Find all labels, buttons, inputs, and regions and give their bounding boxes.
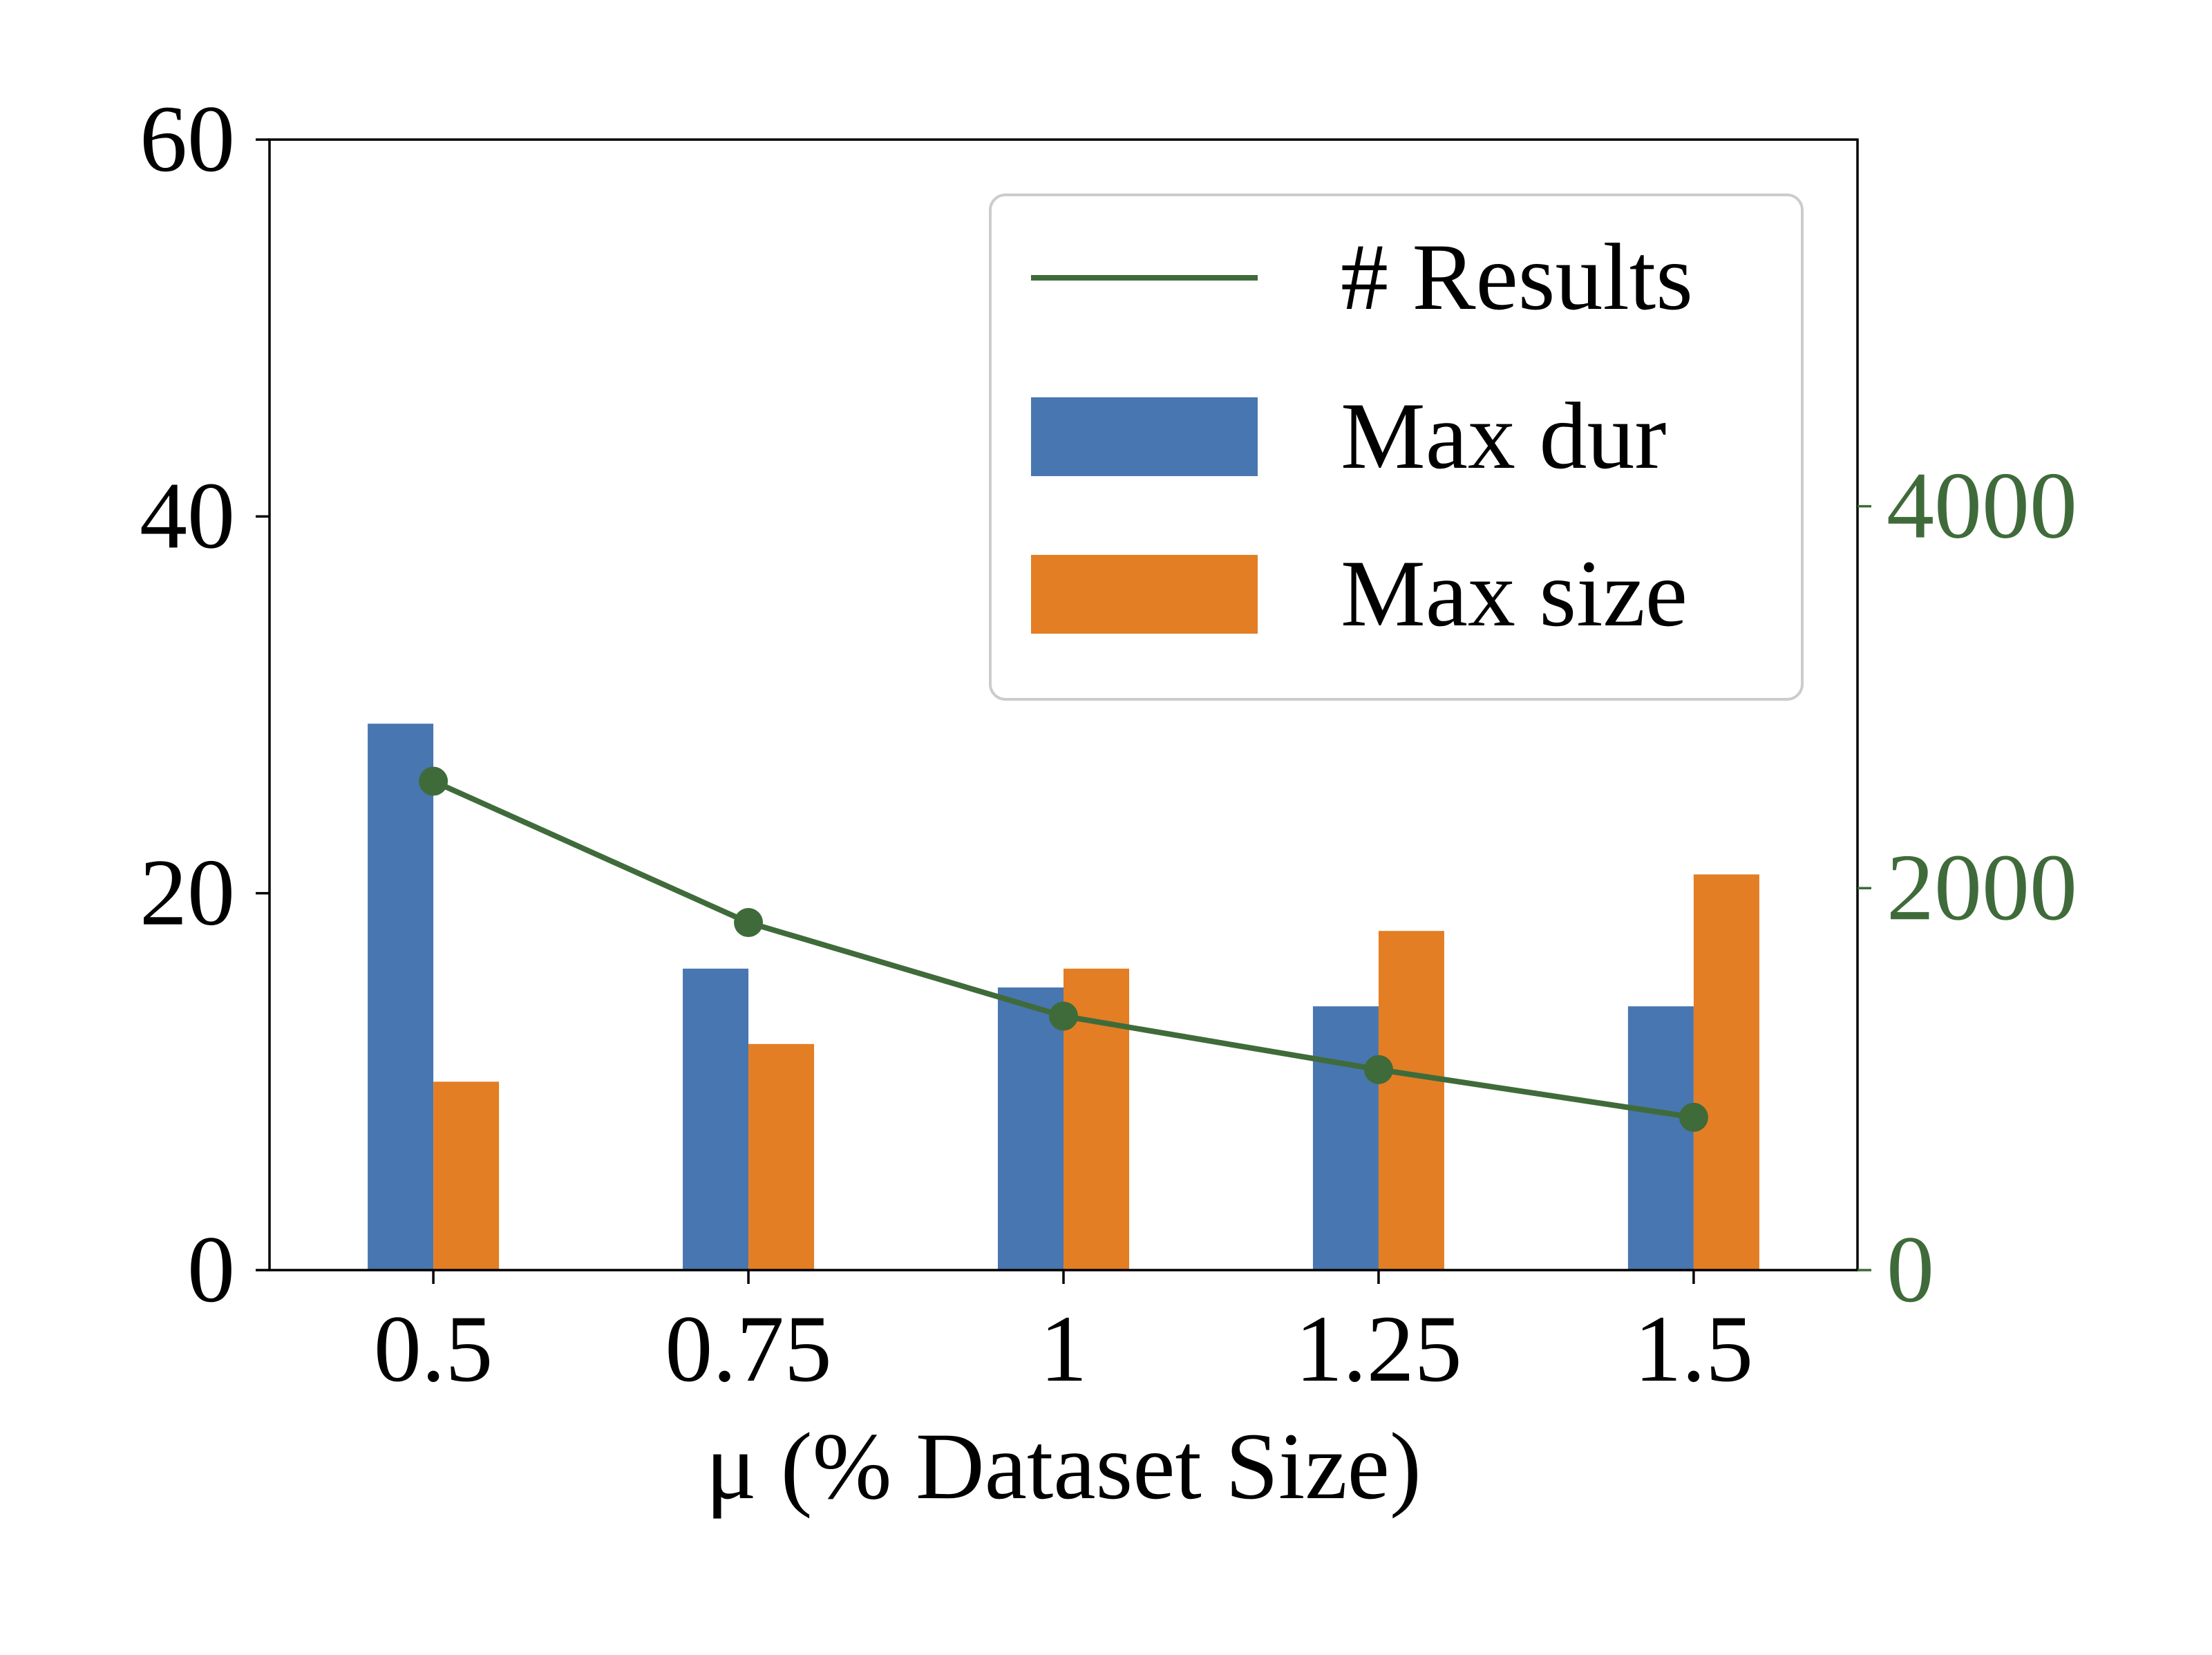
legend-swatch-max-dur: [1031, 397, 1258, 476]
point-results-1: [734, 908, 764, 938]
y2-tick-label-0: 0: [1887, 1216, 1934, 1322]
bar-max-size-0: [433, 1081, 500, 1270]
x-tick-label-2: 1: [1040, 1296, 1088, 1401]
line-layer: [419, 766, 1708, 1132]
y-tick-label-0: 0: [187, 1216, 235, 1322]
legend-label-max-size: Max size: [1341, 540, 1688, 646]
y-tick-label-3: 60: [140, 86, 235, 191]
x-tick-label-0: 0.5: [374, 1296, 493, 1401]
point-results-2: [1049, 1001, 1078, 1031]
x-axis-label: μ (% Dataset Size): [706, 1413, 1421, 1519]
x-tick-label-1: 0.75: [665, 1296, 832, 1401]
point-results-3: [1363, 1055, 1393, 1084]
bar-max-dur-2: [998, 987, 1064, 1270]
y2-tick-label-1: 2000: [1887, 834, 2077, 940]
left-axis: 0 20 40 60: [140, 86, 270, 1322]
bar-max-dur-4: [1627, 1006, 1694, 1270]
point-results-4: [1679, 1102, 1708, 1132]
y-tick-label-1: 20: [140, 840, 235, 945]
bars-layer: [368, 724, 1759, 1270]
legend-label-results: # Results: [1341, 224, 1693, 330]
legend-swatch-max-size: [1031, 555, 1258, 634]
legend: # Results Max dur Max size: [989, 193, 1804, 701]
point-results-0: [419, 766, 448, 796]
legend-label-max-dur: Max dur: [1341, 383, 1666, 489]
bar-max-dur-3: [1312, 1006, 1379, 1270]
y2-tick-label-2: 4000: [1887, 453, 2077, 558]
x-tick-label-4: 1.5: [1634, 1296, 1754, 1401]
y-tick-label-2: 40: [140, 462, 235, 568]
bar-max-size-1: [748, 1043, 815, 1270]
right-axis: 0 2000 4000: [1857, 453, 2077, 1322]
x-tick-label-3: 1.25: [1295, 1296, 1462, 1401]
bar-max-size-4: [1693, 874, 1759, 1270]
bar-max-dur-1: [683, 968, 749, 1270]
bar-max-size-3: [1378, 931, 1444, 1270]
bar-max-dur-0: [368, 724, 434, 1270]
x-axis: 0.5 0.75 1 1.25 1.5: [374, 1270, 1753, 1401]
